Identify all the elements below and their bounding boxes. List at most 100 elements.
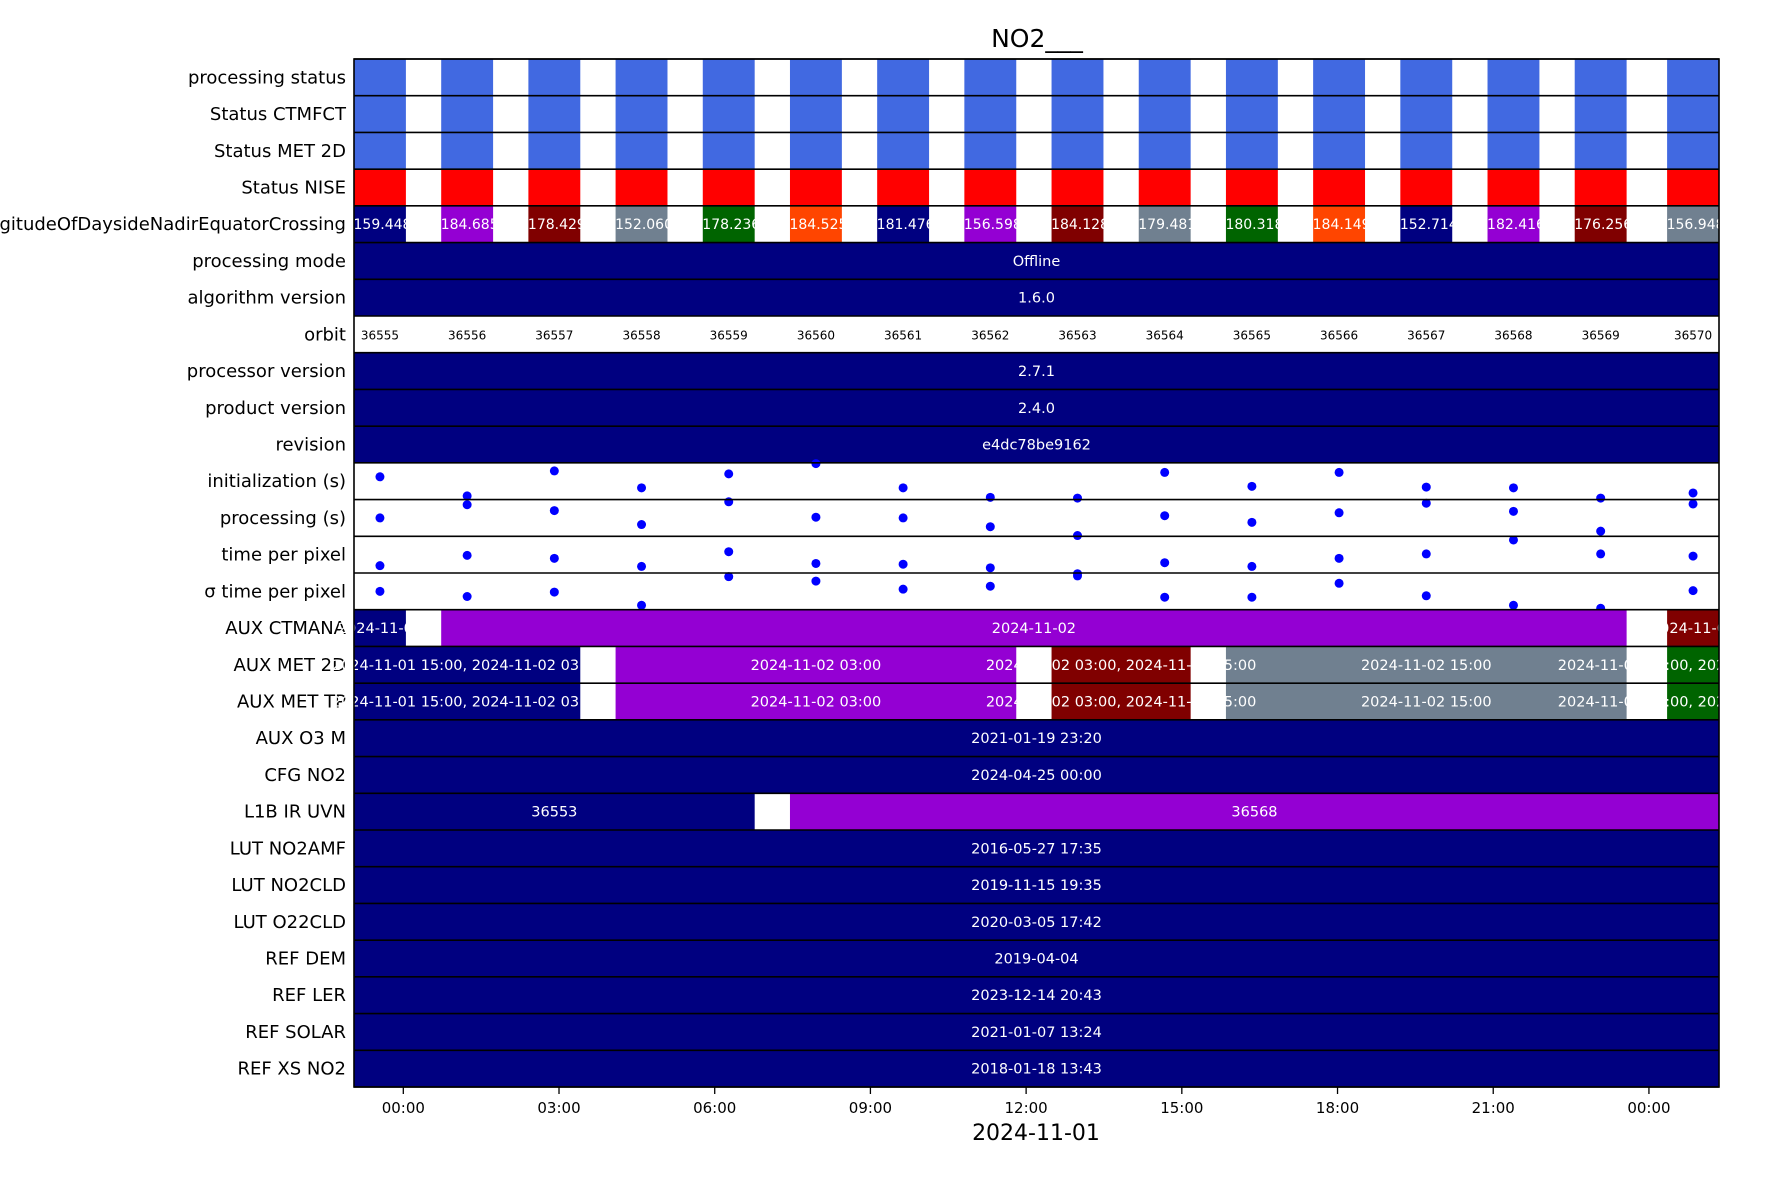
row-longitudeofdaysidenadirequatorcrossing-cell	[1051, 205, 1104, 243]
x-tick-label: 00:00	[1627, 1099, 1670, 1117]
row-aux-met-2d-segment-label: 2024-11-01 15:00, 2024-11-02 03:00	[332, 658, 603, 674]
row-status-ctmfct-cell	[528, 95, 581, 133]
row-status-nise-cell	[1667, 169, 1719, 206]
row-aux-o3-m-segment-label: 2021-01-19 23:20	[971, 731, 1102, 747]
row-product-version-label: product version	[205, 398, 346, 419]
row-time-per-pixel-point	[637, 561, 647, 571]
row-lut-no2amf-segment	[354, 830, 1719, 867]
row-time-per-pixel-point	[1160, 558, 1170, 568]
row-orbit-value: 36567	[1407, 328, 1445, 342]
row-ref-solar-label: REF SOLAR	[245, 1022, 346, 1043]
row-processing-mode-segment-label: Offline	[1013, 254, 1061, 270]
row-orbit-value: 36556	[448, 328, 486, 342]
row-orbit-value: 36569	[1582, 328, 1620, 342]
row-processor-version-label: processor version	[187, 361, 346, 382]
row-processing-s-point	[724, 497, 734, 507]
row-longitudeofdaysidenadirequatorcrossing-value: -181.476	[872, 217, 935, 233]
row-time-per-pixel-label: time per pixel	[221, 545, 346, 566]
row-time-per-pixel-point	[1596, 549, 1606, 559]
row-processing-s-point	[462, 500, 472, 510]
row-aux-met-2d-label: AUX MET 2D	[234, 655, 346, 676]
row-aux-met-tp-segment-label: 2024-11-01 15:00, 2024-11-02 03:00	[332, 695, 603, 711]
row-product-version-segment	[354, 389, 1719, 427]
row-lut-no2amf-segment-label: 2016-05-27 17:35	[971, 841, 1102, 857]
row-processing-status-cell	[354, 59, 406, 96]
row-processing-status-cell	[789, 59, 842, 96]
row-processing-status-cell	[1487, 59, 1540, 96]
row-longitudeofdaysidenadirequatorcrossing-cell	[1574, 205, 1627, 243]
row-status-nise-cell	[1225, 169, 1278, 206]
row-aux-met-2d-segment	[615, 646, 1017, 684]
row-longitudeofdaysidenadirequatorcrossing-cell	[1313, 205, 1366, 243]
row-aux-met-2d-segment-label: 2024-11-02 15:00, 2024-11-03 03:00	[1558, 658, 1771, 674]
row-status-nise-cell	[528, 169, 581, 206]
row-aux-ctmana-segment-label: 2024-11-01	[338, 621, 422, 637]
row-orbit-value: 36560	[797, 328, 835, 342]
row-time-per-pixel-point	[1334, 553, 1344, 563]
row-status-nise-cell	[877, 169, 930, 206]
row-processing-status-cell	[1138, 59, 1191, 96]
x-tick-label: 12:00	[1005, 1099, 1048, 1117]
row-longitudeofdaysidenadirequatorcrossing-value: -180.318	[1220, 217, 1283, 233]
row-l1b-ir-uvn-segment-label: 36568	[1231, 805, 1277, 821]
row-initialization-s-point	[724, 469, 734, 479]
row-orbit-value: 36564	[1146, 328, 1184, 342]
row-ref-ler-label: REF LER	[272, 985, 346, 1006]
row-orbit-value: 36559	[710, 328, 748, 342]
row-status-met-2d-cell	[789, 132, 842, 170]
row-longitudeofdaysidenadirequatorcrossing-value: -179.481	[1133, 217, 1196, 233]
row-orbit-value: 36558	[622, 328, 660, 342]
x-tick-label: 03:00	[537, 1099, 580, 1117]
row-longitudeofdaysidenadirequatorcrossing-value: -178.236	[697, 217, 760, 233]
row-revision-segment-label: e4dc78be9162	[982, 438, 1091, 454]
row-time-per-pixel-label: σ time per pixel	[204, 581, 346, 602]
row-orbit-value: 36570	[1674, 328, 1712, 342]
row-aux-met-tp-segment	[1225, 683, 1627, 720]
row-status-met-2d-label: Status MET 2D	[214, 141, 346, 162]
row-aux-met-2d-segment-label: 2024-11-02 03:00, 2024-11-02 15:00	[986, 658, 1257, 674]
row-initialization-s-point	[1334, 467, 1344, 477]
row-processing-s-point	[1160, 511, 1170, 521]
row-status-met-2d-cell	[1051, 132, 1104, 170]
row-processing-status-cell	[1667, 59, 1719, 96]
row-time-per-pixel-point	[1508, 535, 1518, 545]
row-orbit-value: 36555	[361, 328, 399, 342]
row-processing-s-point	[811, 512, 821, 522]
row-longitudeofdaysidenadirequatorcrossing-cell	[964, 205, 1017, 243]
row-longitudeofdaysidenadirequatorcrossing-cell	[1487, 205, 1540, 243]
row-status-nise-cell	[1313, 169, 1366, 206]
row-time-per-pixel-point	[462, 550, 472, 560]
row-orbit-value: 36565	[1233, 328, 1271, 342]
plot-frame	[353, 58, 1720, 1088]
chart-title: NO2___	[991, 24, 1083, 53]
row-status-nise-cell	[789, 169, 842, 206]
row-longitudeofdaysidenadirequatorcrossing-value: -176.256	[1569, 217, 1632, 233]
row-status-ctmfct-cell	[1138, 95, 1191, 133]
row-processing-status-label: processing status	[188, 67, 346, 88]
row-status-nise-cell	[964, 169, 1017, 206]
row-initialization-s-point	[462, 491, 472, 501]
row-orbit-value: 36557	[535, 328, 573, 342]
row-ref-xs-no2-segment-label: 2018-01-18 13:43	[971, 1062, 1102, 1078]
row-status-met-2d-cell	[354, 132, 406, 170]
row-status-ctmfct-cell	[1313, 95, 1366, 133]
row-status-met-2d-cell	[877, 132, 930, 170]
row-orbit-label: orbit	[304, 324, 346, 345]
row-longitudeofdaysidenadirequatorcrossing-cell	[1667, 205, 1719, 243]
row-status-ctmfct-cell	[1225, 95, 1278, 133]
row-aux-met-tp-segment	[615, 683, 1017, 720]
row-status-ctmfct-cell	[1487, 95, 1540, 133]
row-time-per-pixel-point	[985, 581, 995, 591]
row-longitudeofdaysidenadirequatorcrossing-value: -184.149	[1308, 217, 1371, 233]
row-aux-ctmana-segment	[441, 609, 1627, 647]
overflow-labels: -159.448 -184.685 -178.429 -152.060 -178.236…	[332, 217, 1771, 1077]
row-cfg-no2-label: CFG NO2	[264, 765, 346, 786]
row-processing-s-point	[1508, 506, 1518, 516]
row-status-met-2d-cell	[1400, 132, 1453, 170]
row-aux-o3-m-label: AUX O3 M	[256, 728, 346, 749]
row-aux-met-tp-segment-label: 2024-11-02 03:00, 2024-11-02 15:00	[986, 695, 1257, 711]
row-time-per-pixel-point	[1247, 561, 1257, 571]
row-initialization-s-point	[549, 466, 559, 476]
row-processing-mode-label: processing mode	[192, 251, 346, 272]
